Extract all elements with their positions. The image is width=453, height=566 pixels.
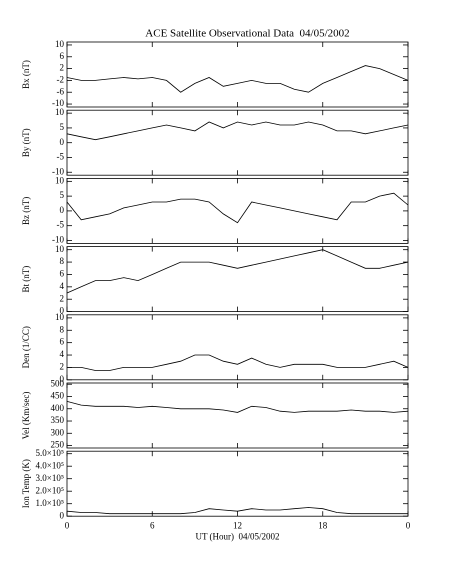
data-line — [66, 507, 408, 515]
y-axis-label: Ion Temp (K) — [21, 459, 31, 508]
y-tick-label: 6 — [60, 337, 65, 347]
y-tick-label: -10 — [52, 98, 64, 108]
y-tick-label: -10 — [52, 235, 64, 245]
data-line — [66, 401, 409, 413]
y-axis-label: Vel (Km/sec) — [21, 392, 31, 440]
y-axis-label: Bz (nT) — [21, 197, 31, 225]
plot-frame — [66, 41, 409, 108]
y-tick-label: 400 — [51, 403, 65, 413]
y-tick-label: 5 — [60, 190, 65, 200]
y-tick-label: 2 — [60, 361, 65, 371]
y-tick-label: 10 — [55, 39, 65, 49]
y-tick-label: -2 — [57, 74, 65, 84]
y-axis-label: Bt (nT) — [21, 266, 31, 293]
x-tick-label: 0 — [65, 520, 70, 530]
y-tick-label: 3.0×10⁵ — [36, 473, 64, 483]
y-tick-label: 6 — [60, 269, 65, 279]
y-tick-label: 0 — [60, 306, 65, 316]
plot-frame — [66, 314, 409, 381]
y-tick-label: 8 — [60, 324, 65, 334]
y-tick-label: 4 — [60, 349, 65, 359]
plot-frame — [66, 382, 409, 449]
y-tick-label: 2.0×10⁵ — [36, 485, 64, 495]
y-tick-label: 450 — [51, 391, 65, 401]
y-axis-label: By (nT) — [21, 128, 31, 157]
y-tick-label: 500 — [51, 378, 65, 388]
y-tick-label: 300 — [51, 427, 65, 437]
x-tick-label: 6 — [150, 520, 155, 530]
data-line — [66, 121, 409, 141]
plot-frame — [66, 177, 409, 244]
y-tick-label: 10 — [55, 244, 65, 254]
y-tick-label: 10 — [55, 175, 65, 185]
chart-title: ACE Satellite Observational Data 04/05/2… — [145, 28, 349, 40]
y-tick-label: 1.0×10⁵ — [36, 498, 64, 508]
data-line — [66, 65, 409, 93]
y-tick-label: 6 — [60, 51, 65, 61]
y-tick-label: 4 — [60, 281, 65, 291]
y-tick-label: 2 — [60, 63, 65, 73]
y-tick-label: 4.0×10⁵ — [36, 460, 64, 470]
y-tick-label: 0 — [60, 374, 65, 384]
data-line — [67, 354, 409, 371]
data-line — [66, 249, 409, 294]
y-tick-label: -10 — [52, 166, 64, 176]
y-tick-label: 0 — [60, 510, 65, 520]
plot-frame — [66, 450, 409, 517]
y-tick-label: 10 — [55, 312, 65, 322]
y-tick-label: 250 — [51, 440, 65, 450]
y-tick-label: -5 — [57, 152, 65, 162]
y-tick-label: -6 — [57, 86, 65, 96]
x-axis-label: UT (Hour) 04/05/2002 — [195, 531, 279, 541]
y-tick-label: -5 — [57, 220, 65, 230]
y-tick-label: 5.0×10⁵ — [36, 448, 64, 458]
x-tick-label: 18 — [318, 520, 328, 530]
y-tick-label: 0 — [60, 205, 65, 215]
y-axis-label: Den (1/CC) — [21, 326, 31, 368]
y-tick-label: 5 — [60, 122, 65, 132]
x-tick-label: 12 — [233, 520, 242, 530]
y-axis-label: Bx (nT) — [21, 60, 31, 89]
y-tick-label: 2 — [60, 293, 65, 303]
x-tick-label: 0 — [406, 520, 411, 530]
y-tick-label: 8 — [60, 256, 65, 266]
plot-frame — [66, 109, 409, 176]
y-tick-label: 350 — [51, 415, 65, 425]
y-tick-label: 0 — [60, 137, 65, 147]
y-tick-label: 10 — [55, 107, 65, 117]
data-line — [66, 192, 409, 224]
